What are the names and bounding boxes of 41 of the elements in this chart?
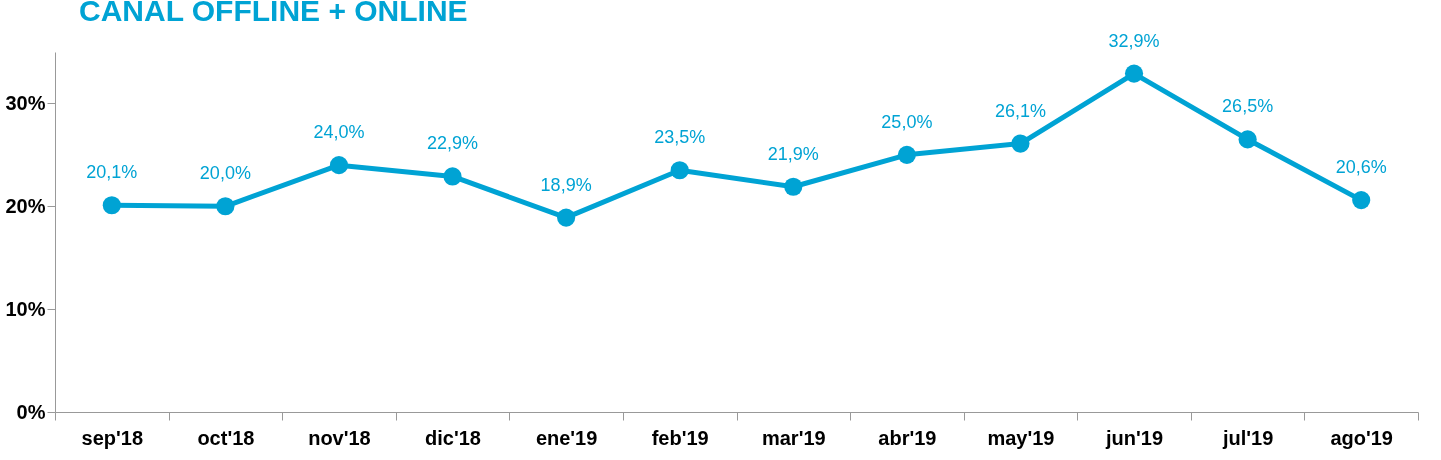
data-label: 20,6%	[1335, 157, 1387, 178]
x-tick-label: oct'18	[197, 426, 255, 449]
x-tick-label: abr'19	[878, 426, 937, 449]
x-tick-label: may'19	[987, 426, 1055, 449]
point	[329, 156, 349, 175]
y-tick-label: 0%	[16, 400, 46, 423]
point	[216, 197, 235, 216]
y-tick-label: 20%	[5, 194, 46, 217]
x-tick-label: dic'18	[425, 426, 481, 449]
x-tick-label: sep'18	[81, 426, 144, 449]
point	[1352, 191, 1371, 210]
data-label: 21,9%	[767, 143, 819, 164]
point	[443, 167, 462, 186]
x-tick-label: ene'19	[535, 426, 598, 449]
y-tick-label: 10%	[5, 297, 46, 320]
x-tick-label: jun'19	[1105, 426, 1164, 449]
point	[1238, 130, 1257, 149]
x-tick-label: ago'19	[1330, 426, 1393, 449]
data-label: 22,9%	[427, 133, 479, 154]
data-label: 26,5%	[1222, 96, 1274, 117]
point	[784, 177, 803, 196]
point	[670, 161, 689, 180]
data-label: 25,0%	[881, 111, 933, 132]
y-tick-label: 30%	[5, 91, 46, 114]
point	[897, 145, 916, 164]
point	[102, 196, 121, 215]
point	[557, 208, 576, 227]
data-label: 20,1%	[86, 162, 138, 183]
data-label: 26,1%	[994, 100, 1046, 121]
data-label: 23,5%	[654, 127, 706, 148]
x-tick-label: jul'19	[1221, 426, 1274, 449]
data-label: 18,9%	[540, 174, 592, 195]
point	[1011, 134, 1030, 153]
data-label: 32,9%	[1108, 30, 1160, 51]
data-label: 24,0%	[313, 122, 365, 143]
point	[1124, 64, 1144, 83]
x-tick-label: mar'19	[761, 426, 826, 449]
x-tick-label: nov'18	[308, 426, 371, 449]
x-tick-label: feb'19	[651, 426, 709, 449]
data-label: 20,0%	[199, 163, 251, 184]
chart-title: CANAL OFFLINE + ONLINE	[79, 0, 468, 27]
